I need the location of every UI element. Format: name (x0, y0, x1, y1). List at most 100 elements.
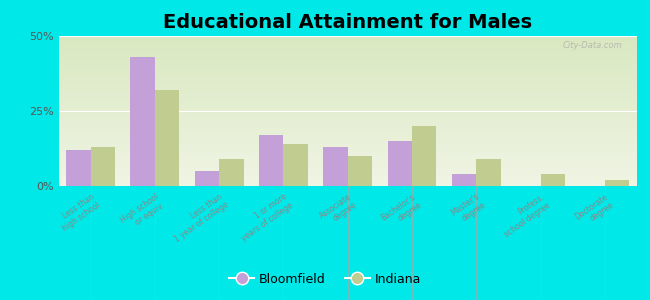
Bar (58, 48, 637, 49)
Bar (58, 101, 637, 102)
Bar (58, 38, 637, 39)
Bar (58, 123, 637, 124)
Bar (58, 169, 637, 170)
Bar (219, 159, 244, 186)
Bar (387, 141, 412, 186)
Bar (58, 73, 637, 74)
Bar (58, 184, 637, 185)
Bar (58, 91, 637, 92)
Bar (58, 116, 637, 117)
Bar (58, 175, 637, 176)
Bar (58, 183, 637, 184)
Bar (58, 156, 637, 157)
Text: High school
or equiv.: High school or equiv. (118, 192, 166, 233)
Bar (58, 65, 637, 66)
Bar (58, 59, 637, 60)
Bar (58, 118, 637, 119)
Bar (58, 120, 637, 121)
Bar (476, 159, 500, 186)
Bar (58, 145, 637, 146)
Bar (58, 109, 637, 110)
Bar (58, 144, 637, 145)
Bar (58, 107, 637, 108)
Bar (58, 68, 637, 69)
Bar (58, 166, 637, 167)
Bar (58, 160, 637, 161)
Bar (58, 47, 637, 48)
Bar (58, 146, 637, 147)
Bar (58, 185, 637, 186)
Bar (58, 117, 637, 118)
Title: Educational Attainment for Males: Educational Attainment for Males (163, 13, 532, 32)
Bar (58, 58, 637, 59)
Bar (58, 181, 637, 182)
Bar (58, 113, 637, 114)
Bar (58, 56, 637, 57)
Bar (131, 57, 155, 186)
Bar (58, 169, 637, 170)
Bar (58, 119, 637, 120)
Bar (58, 103, 637, 104)
Bar (58, 100, 637, 101)
Bar (58, 102, 637, 103)
Bar (58, 182, 637, 183)
Bar (58, 63, 637, 64)
Bar (58, 70, 637, 71)
Bar (58, 122, 637, 123)
Bar (58, 126, 637, 127)
Bar (58, 178, 637, 179)
Bar (58, 87, 637, 88)
Text: Profess.
school degree: Profess. school degree (497, 192, 552, 238)
Bar (90, 147, 115, 186)
Bar (58, 134, 637, 135)
Bar (58, 72, 637, 73)
Text: Doctorate
degree: Doctorate degree (574, 192, 616, 230)
Bar (58, 90, 637, 91)
Bar (58, 83, 637, 84)
Bar (58, 61, 637, 62)
Bar (58, 125, 637, 126)
Bar (58, 76, 637, 77)
Bar (58, 155, 637, 156)
Bar (58, 172, 637, 173)
Bar (58, 112, 637, 113)
Text: Bachelor's
degree: Bachelor's degree (380, 192, 423, 231)
Bar (541, 174, 565, 186)
Bar (58, 176, 637, 177)
Bar (58, 177, 637, 178)
Bar (58, 79, 637, 80)
Bar (58, 82, 637, 83)
Bar (66, 150, 90, 186)
Bar (412, 126, 436, 186)
Bar (58, 57, 637, 58)
Bar (58, 162, 637, 163)
Bar (58, 49, 637, 50)
Bar (58, 41, 637, 42)
Bar (58, 46, 637, 47)
Bar (58, 64, 637, 65)
Bar (58, 149, 637, 150)
Text: Less than
1 year of college: Less than 1 year of college (167, 192, 230, 244)
Bar (58, 139, 637, 140)
Bar (58, 137, 637, 138)
Bar (58, 97, 637, 98)
Bar (58, 160, 637, 161)
Bar (58, 96, 637, 97)
Bar (58, 105, 637, 106)
Bar (58, 179, 637, 180)
Bar (58, 171, 637, 172)
Bar (452, 174, 476, 186)
Bar (58, 86, 637, 87)
Bar (58, 74, 637, 75)
Bar (58, 110, 637, 111)
Bar (58, 37, 637, 38)
Bar (58, 77, 637, 78)
Bar (58, 111, 637, 112)
Bar (58, 150, 637, 151)
Text: Master's
degree: Master's degree (450, 192, 488, 226)
Legend: Bloomfield, Indiana: Bloomfield, Indiana (224, 268, 426, 291)
Bar (259, 135, 283, 186)
Bar (58, 71, 637, 72)
Bar (348, 156, 372, 186)
Bar (58, 174, 637, 175)
